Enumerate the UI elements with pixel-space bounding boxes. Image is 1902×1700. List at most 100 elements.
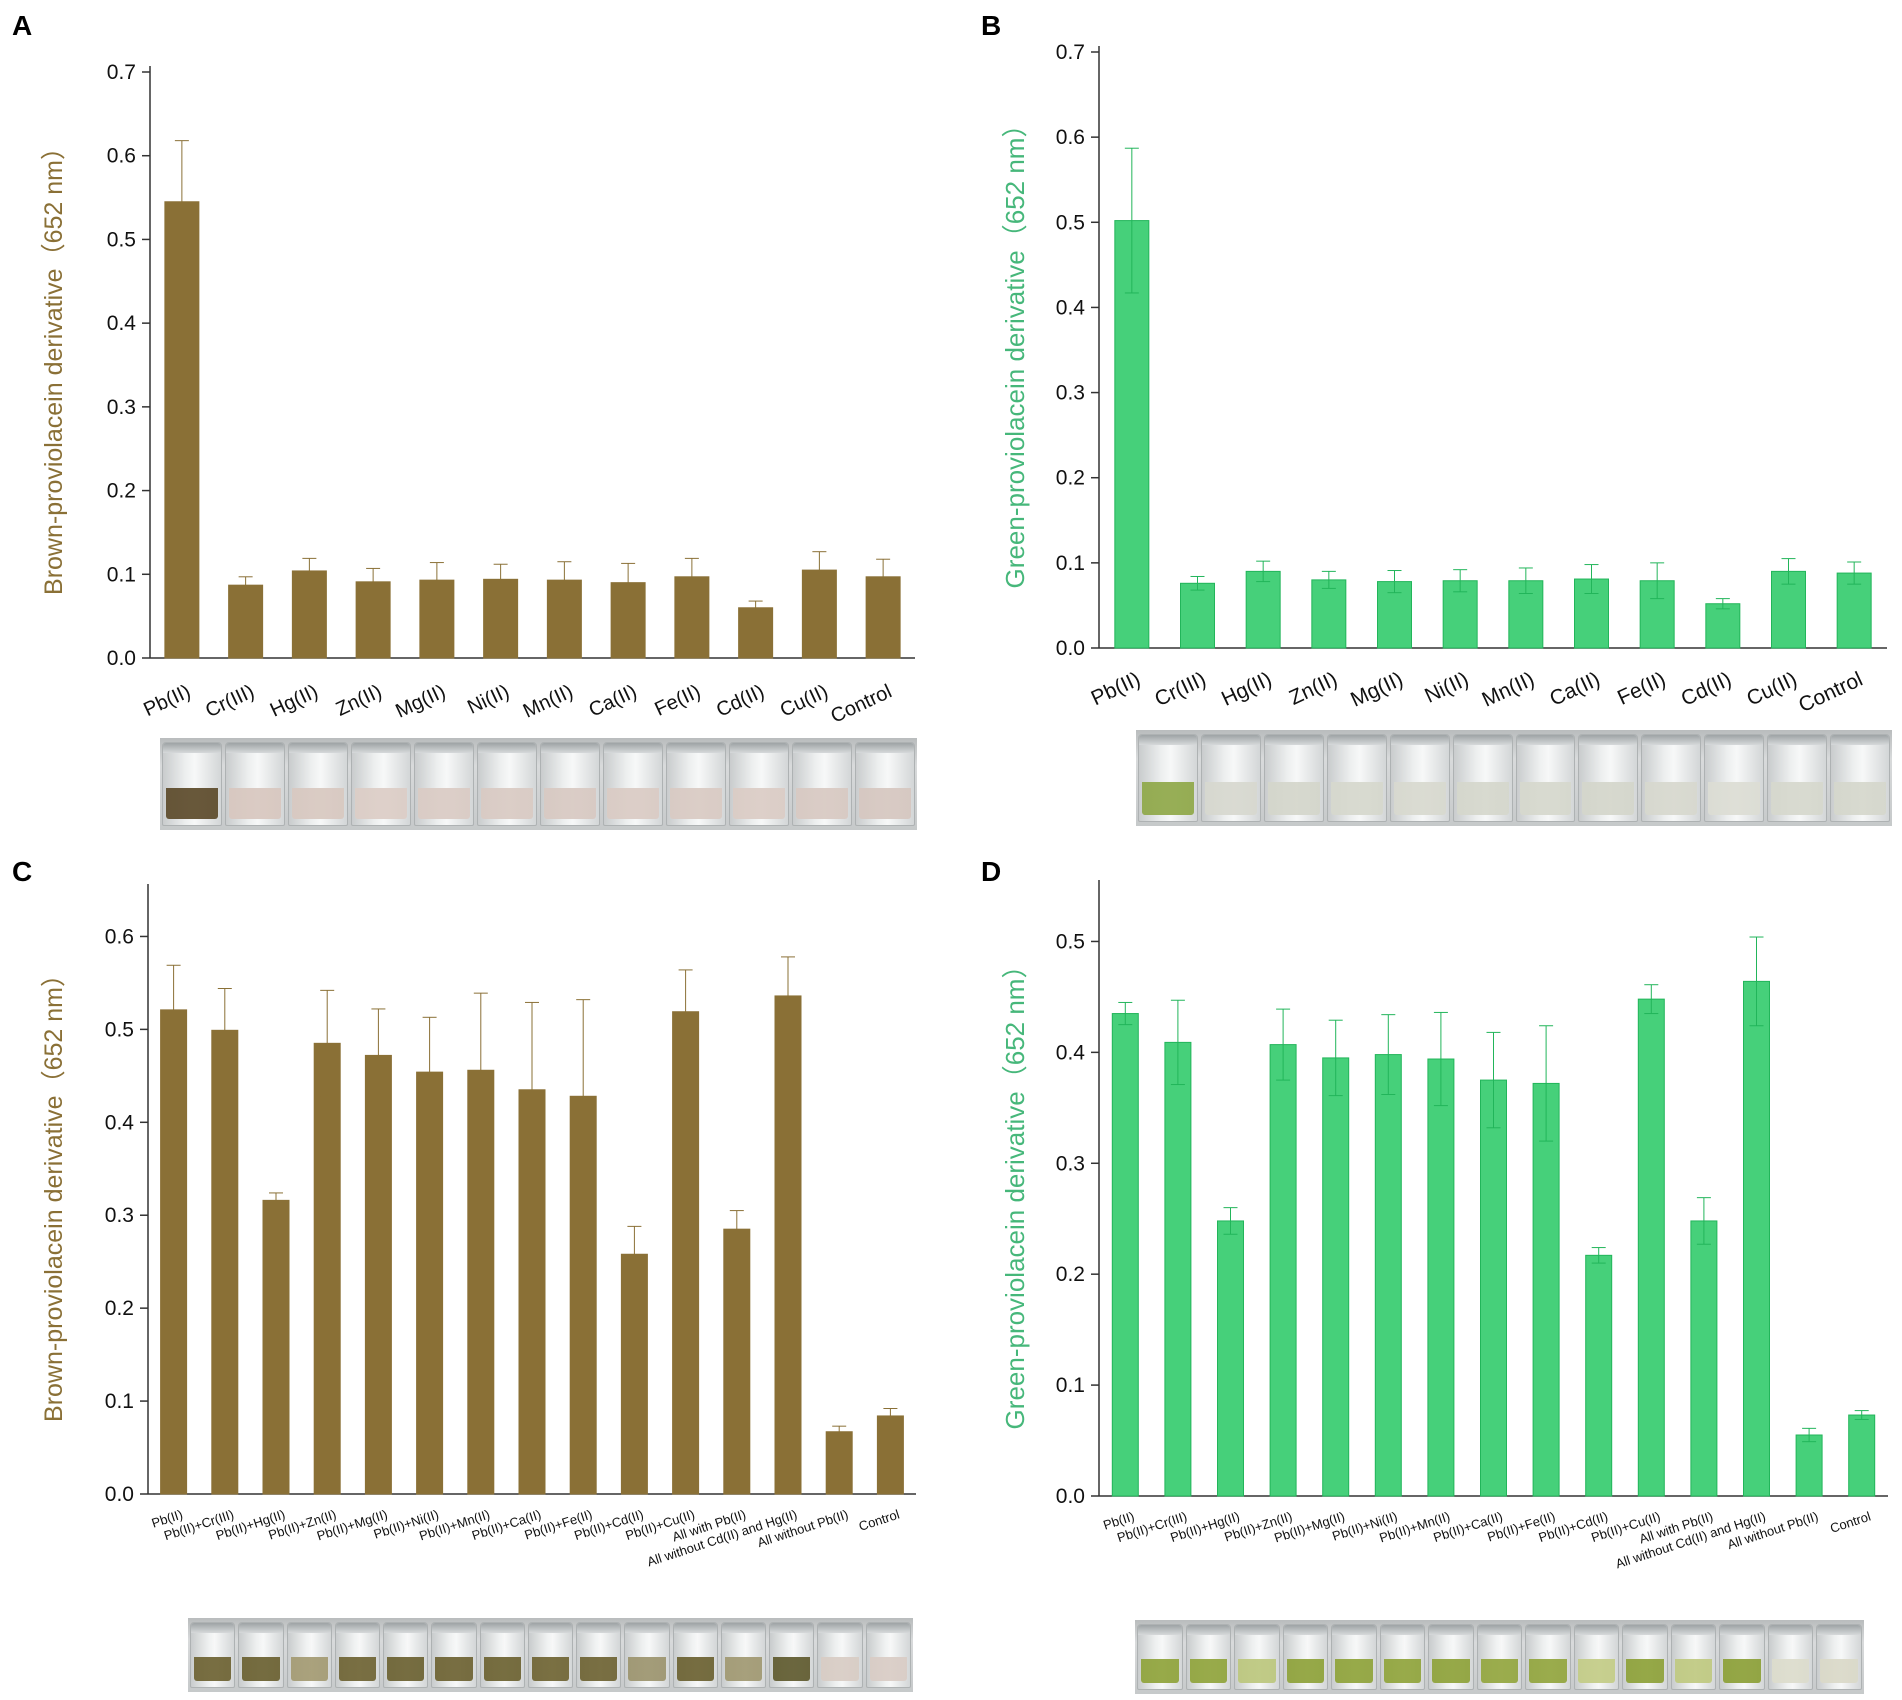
vial	[286, 1622, 332, 1688]
vial-cap	[352, 743, 410, 753]
bar	[723, 1228, 751, 1495]
bar	[1836, 572, 1872, 649]
vial-cap	[577, 1623, 621, 1633]
y-axis-label: Brown-proviolacein derivative（652 nm）	[40, 135, 68, 595]
vial	[1326, 734, 1387, 822]
bar	[1585, 1254, 1613, 1497]
vial-liquid	[821, 1656, 859, 1681]
vial	[1830, 734, 1891, 822]
vial	[1704, 734, 1765, 822]
bar	[1690, 1220, 1718, 1497]
vial-liquid	[1335, 1658, 1373, 1683]
vial-cap	[1283, 1625, 1328, 1635]
vial-liquid	[676, 1656, 714, 1681]
vial	[1515, 734, 1576, 822]
y-axis-label: Green-proviolacein derivative（652 nm）	[1000, 953, 1030, 1430]
vial-cap	[287, 1623, 331, 1633]
vial-liquid	[1189, 1658, 1228, 1683]
vial-liquid	[1577, 1658, 1616, 1683]
bar	[1164, 1041, 1192, 1497]
vial	[1525, 1624, 1571, 1690]
y-tick-label: 0.4	[1056, 296, 1086, 319]
bar	[738, 607, 774, 659]
vial-liquid	[166, 787, 218, 819]
bar	[291, 570, 327, 659]
vial-liquid	[1626, 1658, 1664, 1683]
vial	[1670, 1624, 1717, 1690]
vial-photo-a	[160, 738, 917, 830]
vial-cap	[1526, 1625, 1570, 1635]
vial	[431, 1622, 477, 1688]
vial	[576, 1622, 622, 1688]
vial-liquid	[1141, 1658, 1179, 1683]
vial-cap	[480, 1623, 524, 1633]
vial-liquid	[1142, 782, 1194, 815]
vial-cap	[191, 1623, 235, 1633]
bar	[518, 1089, 546, 1495]
y-tick-label: 0.5	[107, 228, 136, 251]
y-tick-label: 0.2	[105, 1297, 134, 1320]
bar	[1245, 570, 1281, 649]
vial	[1137, 1624, 1183, 1690]
vial	[351, 742, 411, 826]
vial	[666, 742, 726, 826]
vial	[817, 1622, 863, 1688]
vial-cap	[226, 743, 284, 753]
y-axis-label: Green-proviolacein derivative（652 nm）	[1000, 112, 1030, 589]
vial-cap	[384, 1623, 428, 1633]
bar	[313, 1042, 341, 1495]
vial	[1200, 734, 1261, 822]
x-tick-label: Fe(II)	[1614, 668, 1669, 710]
vial-liquid	[1383, 1658, 1422, 1683]
vial-cap	[289, 743, 347, 753]
bar	[1374, 1054, 1402, 1497]
vial-liquid	[1674, 1658, 1713, 1683]
vial-cap	[1332, 1625, 1376, 1635]
vial-liquid	[242, 1656, 280, 1681]
vial	[527, 1622, 574, 1688]
vial-liquid	[1771, 1658, 1810, 1683]
vial	[1452, 734, 1513, 822]
vial	[1389, 734, 1450, 822]
panel-b: B 0.0 0.1 0.2 0.3 0.4 0.5 0.6 0.7 Green-proviola…	[951, 0, 1902, 850]
x-tick-label: Control	[1795, 668, 1866, 717]
x-tick-label: Ca(II)	[1546, 668, 1603, 711]
y-tick-label: 0.3	[1056, 382, 1085, 405]
vial-liquid	[355, 787, 407, 819]
bar	[1322, 1057, 1350, 1497]
vial-photo-c	[188, 1618, 913, 1692]
bar	[1480, 1079, 1507, 1497]
x-tick-label: Zn(II)	[1286, 668, 1341, 710]
bar	[1217, 1220, 1244, 1497]
x-tick-label: Control	[1828, 1509, 1873, 1536]
vial-liquid	[1204, 782, 1257, 815]
x-tick-label: Ni(II)	[1421, 668, 1472, 708]
vial-cap	[1720, 1625, 1764, 1635]
vial	[792, 742, 852, 826]
x-tick-label: Mn(II)	[520, 681, 577, 723]
vial-liquid	[1456, 782, 1509, 815]
vial-liquid	[1519, 782, 1572, 815]
vial-cap	[1429, 1625, 1473, 1635]
vial-cap	[415, 743, 473, 753]
y-tick-label: 0.3	[1056, 1152, 1085, 1175]
vial-liquid	[194, 1656, 232, 1681]
y-tick-label: 0.2	[1056, 467, 1085, 490]
vial	[1573, 1624, 1620, 1690]
y-tick-label: 0.6	[105, 925, 134, 948]
vial-cap	[163, 743, 221, 753]
vial-liquid	[1432, 1658, 1470, 1683]
vial	[1622, 1624, 1668, 1690]
chart-d: 0.0 0.1 0.2 0.3 0.4 0.5 Green-proviolacein der…	[1000, 880, 1888, 1571]
panel-d: D 0.0 0.1 0.2 0.3 0.4 0.5 Green-proviolacein d…	[951, 850, 1902, 1700]
bar	[1743, 980, 1770, 1497]
bar	[416, 1071, 444, 1495]
y-tick-label: 0.2	[107, 480, 136, 503]
vial	[334, 1622, 381, 1688]
vial-cap	[730, 743, 788, 753]
y-axis-label: Brown-proviolacein derivative（652 nm）	[40, 962, 68, 1422]
vial	[1578, 734, 1639, 822]
vial-cap	[1380, 1625, 1425, 1635]
y-tick-label: 0.7	[1056, 41, 1085, 64]
chart-b: 0.0 0.1 0.2 0.3 0.4 0.5 0.6 0.7 Green-proviolace…	[1000, 41, 1887, 717]
